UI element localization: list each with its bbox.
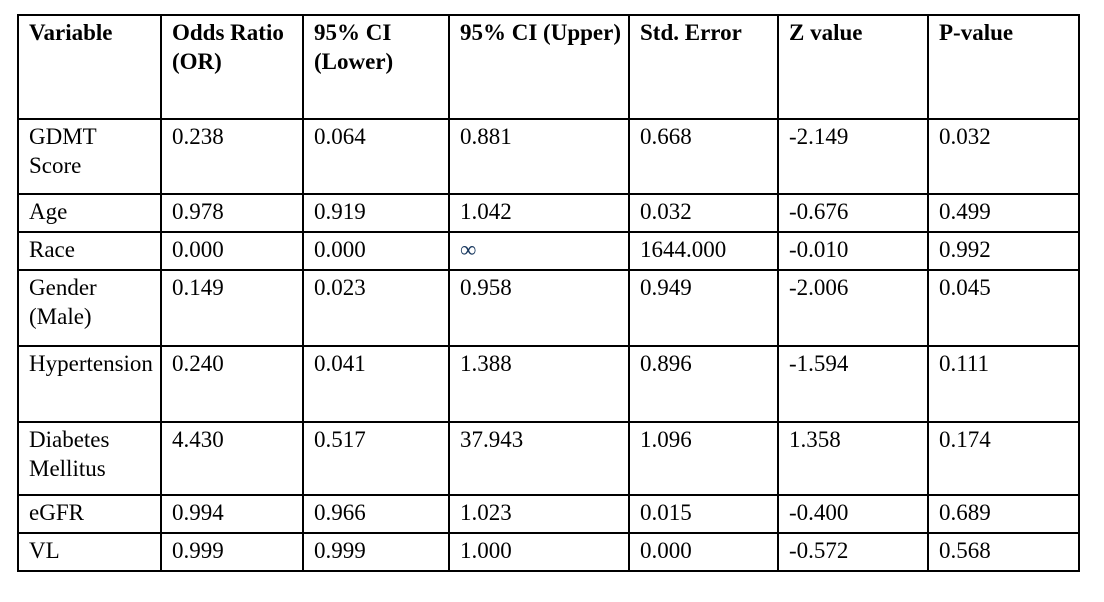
column-header-ci-lower: 95% CI (Lower)	[302, 14, 450, 120]
value-cell: 0.174	[927, 421, 1080, 496]
value-cell: 1.358	[777, 421, 929, 496]
value-cell: 0.958	[448, 269, 630, 347]
value-cell: 0.881	[448, 118, 630, 195]
table-row: Age 0.978 0.919 1.042 0.032 -0.676 0.499	[17, 193, 1080, 233]
value-cell: 0.499	[927, 193, 1080, 233]
value-cell: 1.000	[448, 532, 630, 572]
value-cell: -0.400	[777, 494, 929, 534]
value-cell: 0.064	[302, 118, 450, 195]
variable-cell: eGFR	[17, 494, 162, 534]
value-cell: -1.594	[777, 345, 929, 423]
value-cell: 0.000	[302, 231, 450, 271]
table-row: Race 0.000 0.000 ∞ 1644.000 -0.010 0.992	[17, 231, 1080, 271]
table-row: Gender (Male) 0.149 0.023 0.958 0.949 -2.006 0…	[17, 269, 1080, 347]
value-cell: 0.000	[160, 231, 304, 271]
variable-cell: GDMT Score	[17, 118, 162, 195]
column-header-ci-upper: 95% CI (Upper)	[448, 14, 630, 120]
value-cell: 0.149	[160, 269, 304, 347]
table-row: VL 0.999 0.999 1.000 0.000 -0.572 0.568	[17, 532, 1080, 572]
table-row: GDMT Score 0.238 0.064 0.881 0.668 -2.149 0.03…	[17, 118, 1080, 195]
value-cell: -0.572	[777, 532, 929, 572]
value-cell: 0.238	[160, 118, 304, 195]
value-cell: -2.006	[777, 269, 929, 347]
value-cell: -2.149	[777, 118, 929, 195]
value-cell: 0.240	[160, 345, 304, 423]
value-cell: 0.111	[927, 345, 1080, 423]
column-header-p-value: P-value	[927, 14, 1080, 120]
value-cell: 0.041	[302, 345, 450, 423]
column-header-odds-ratio: Odds Ratio (OR)	[160, 14, 304, 120]
value-cell: 0.032	[628, 193, 779, 233]
value-cell: 0.949	[628, 269, 779, 347]
table-row: Hypertension 0.240 0.041 1.388 0.896 -1.594 0.…	[17, 345, 1080, 423]
variable-cell: Age	[17, 193, 162, 233]
table-body: GDMT Score 0.238 0.064 0.881 0.668 -2.149 0.03…	[17, 118, 1080, 572]
value-cell: 0.023	[302, 269, 450, 347]
value-cell: 0.994	[160, 494, 304, 534]
value-cell: 37.943	[448, 421, 630, 496]
value-cell: 0.919	[302, 193, 450, 233]
variable-cell: Gender (Male)	[17, 269, 162, 347]
column-header-z-value: Z value	[777, 14, 929, 120]
value-cell: 0.668	[628, 118, 779, 195]
value-cell: 1.096	[628, 421, 779, 496]
value-cell: 0.978	[160, 193, 304, 233]
column-header-variable: Variable	[17, 14, 162, 120]
value-cell: 0.896	[628, 345, 779, 423]
value-cell: 1.042	[448, 193, 630, 233]
column-header-std-error: Std. Error	[628, 14, 779, 120]
value-cell: 4.430	[160, 421, 304, 496]
value-cell: 0.517	[302, 421, 450, 496]
infinity-value-cell: ∞	[448, 231, 630, 271]
value-cell: 0.045	[927, 269, 1080, 347]
table-row: eGFR 0.994 0.966 1.023 0.015 -0.400 0.689	[17, 494, 1080, 534]
table-row: Diabetes Mellitus 4.430 0.517 37.943 1.096 1.…	[17, 421, 1080, 496]
value-cell: 0.000	[628, 532, 779, 572]
value-cell: 0.689	[927, 494, 1080, 534]
value-cell: 1644.000	[628, 231, 779, 271]
value-cell: 1.388	[448, 345, 630, 423]
value-cell: 0.015	[628, 494, 779, 534]
variable-cell: Hypertension	[17, 345, 162, 423]
variable-cell: Race	[17, 231, 162, 271]
value-cell: 0.992	[927, 231, 1080, 271]
value-cell: -0.010	[777, 231, 929, 271]
variable-cell: Diabetes Mellitus	[17, 421, 162, 496]
value-cell: 0.966	[302, 494, 450, 534]
value-cell: -0.676	[777, 193, 929, 233]
header-row: Variable Odds Ratio (OR) 95% CI (Lower) …	[17, 14, 1080, 120]
variable-cell: VL	[17, 532, 162, 572]
value-cell: 1.023	[448, 494, 630, 534]
value-cell: 0.999	[160, 532, 304, 572]
value-cell: 0.568	[927, 532, 1080, 572]
odds-ratio-results-table: Variable Odds Ratio (OR) 95% CI (Lower) …	[17, 14, 1080, 572]
value-cell: 0.999	[302, 532, 450, 572]
value-cell: 0.032	[927, 118, 1080, 195]
